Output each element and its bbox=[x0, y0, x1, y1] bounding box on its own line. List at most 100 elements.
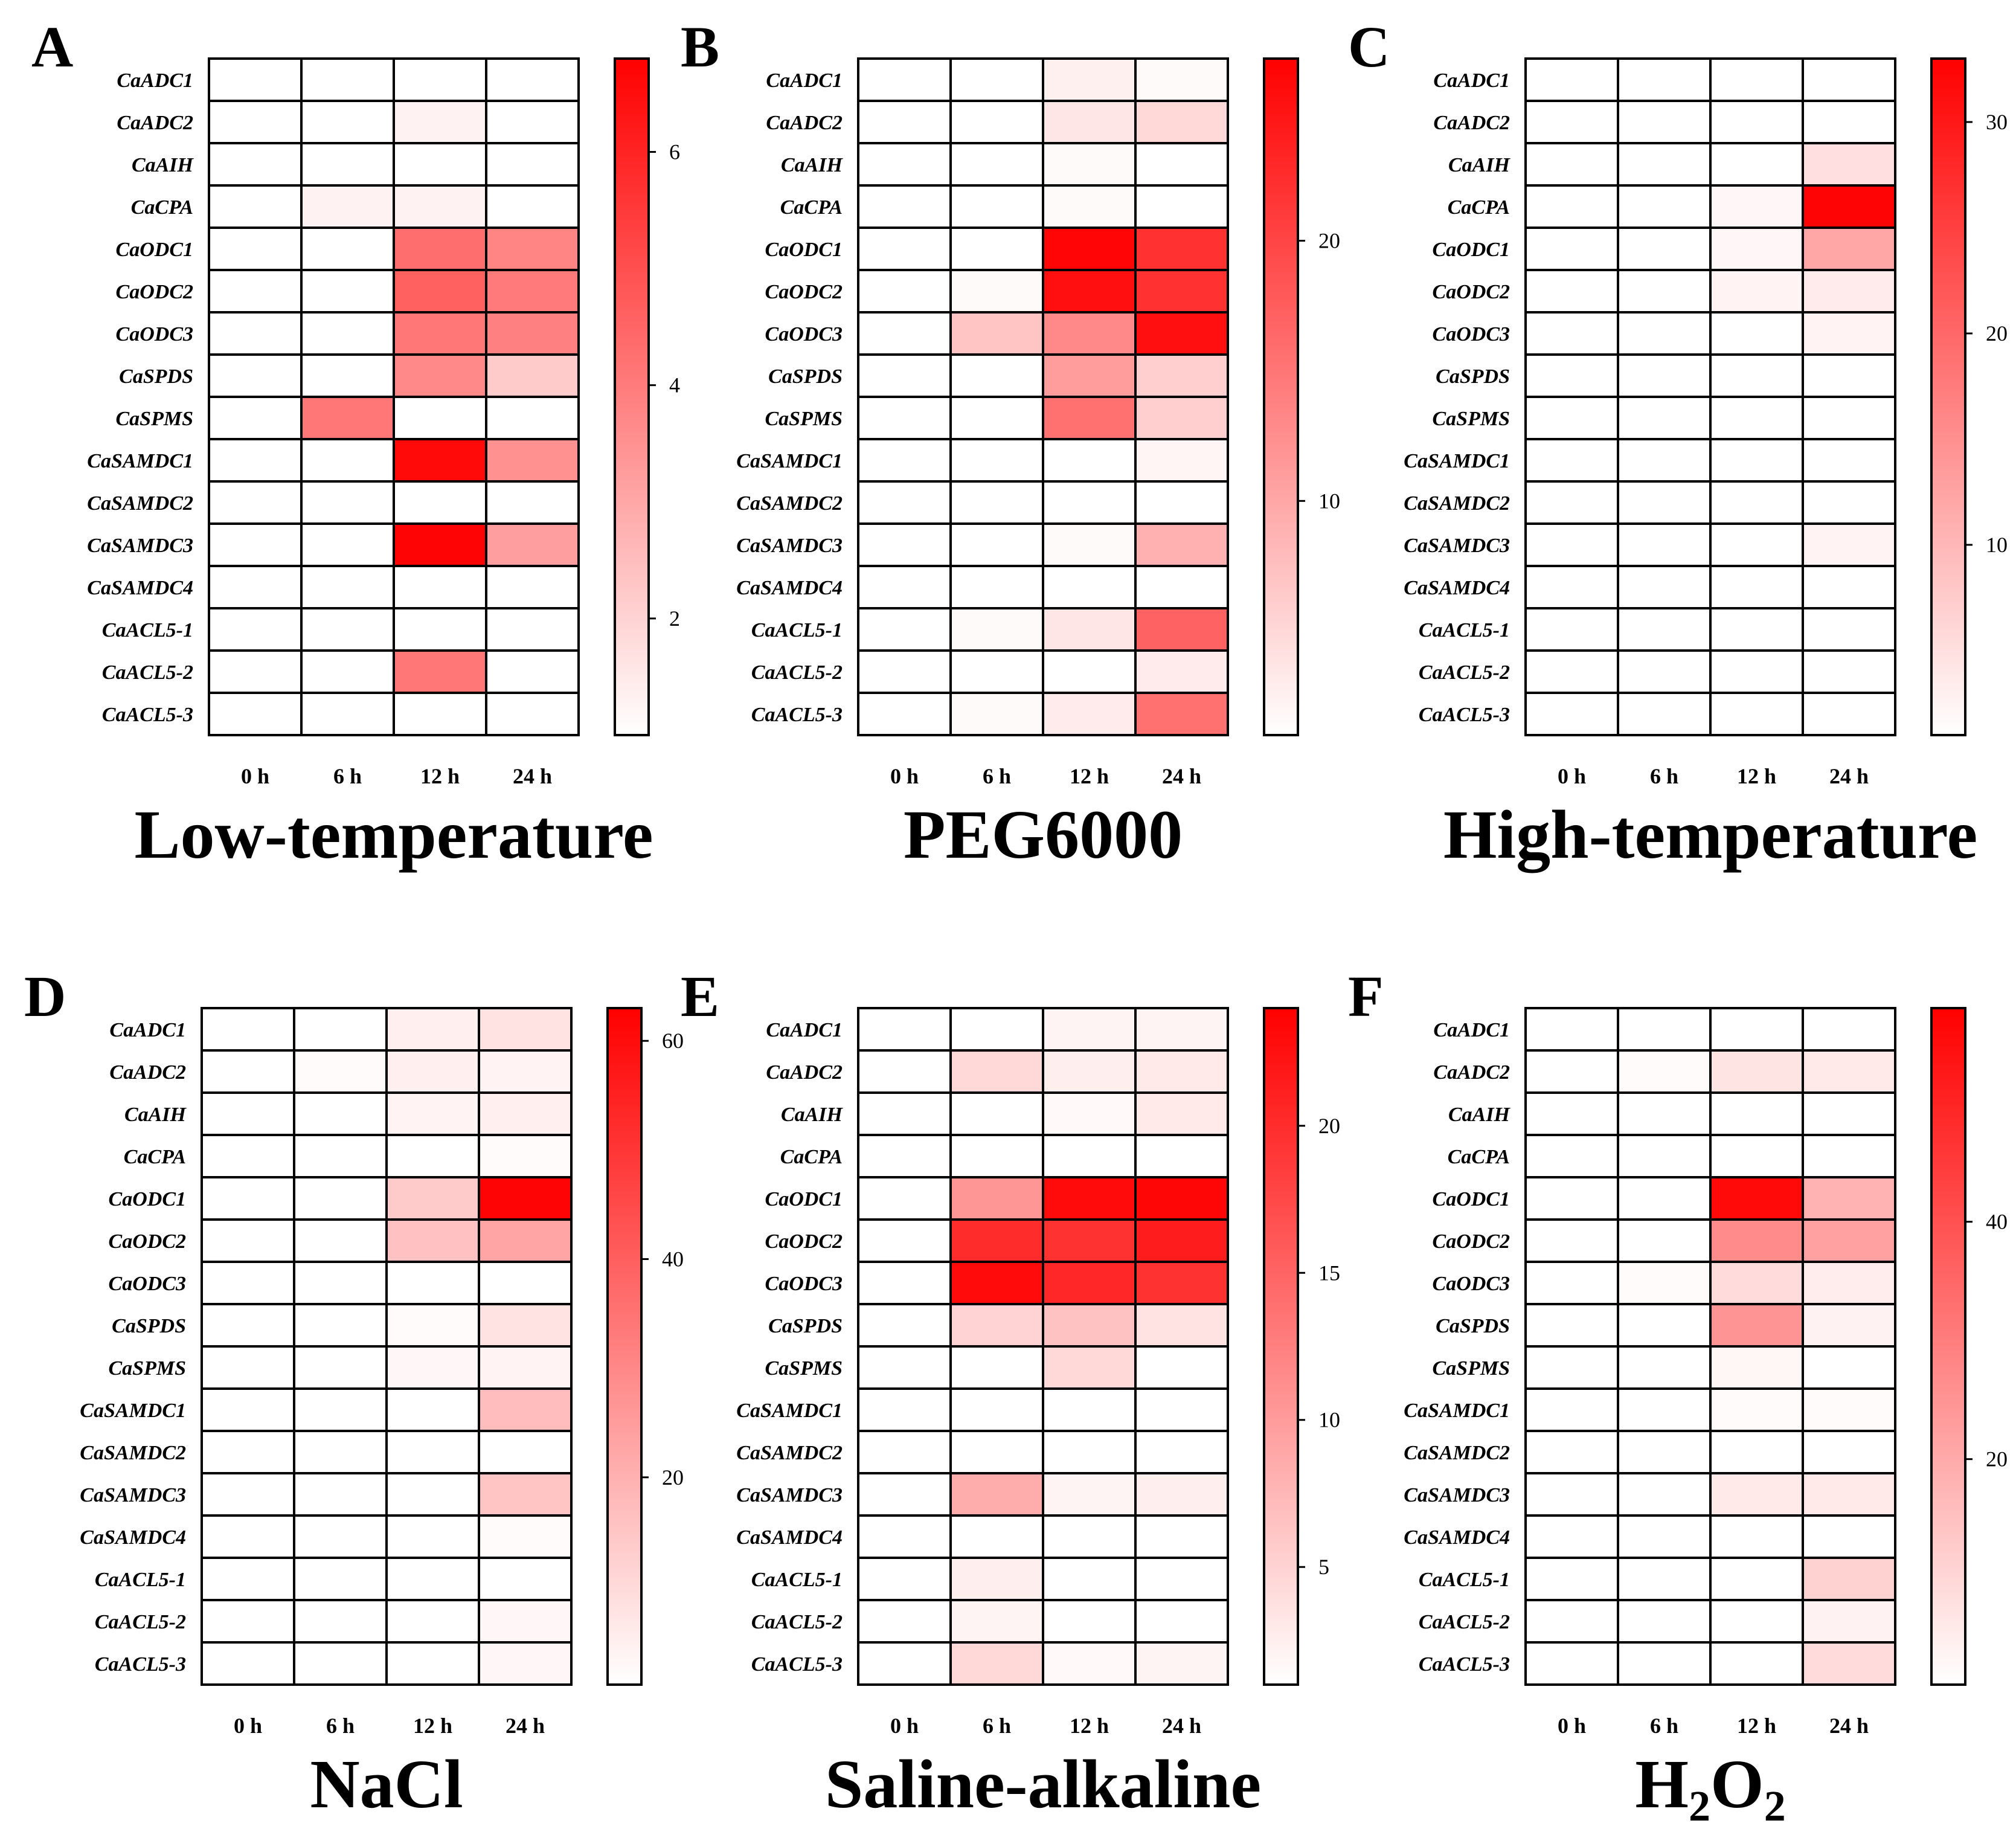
heatmap-cell bbox=[857, 607, 952, 652]
heatmap-cell bbox=[949, 1514, 1044, 1559]
gene-label: CaACL5-2 bbox=[751, 661, 843, 684]
heatmap-cell bbox=[1802, 227, 1896, 271]
gene-label: CaODC1 bbox=[765, 239, 843, 261]
heatmap-cell bbox=[300, 649, 395, 694]
heatmap-cell bbox=[949, 1134, 1044, 1178]
heatmap-cell bbox=[1524, 1091, 1619, 1136]
gene-label: CaSAMDC3 bbox=[736, 1484, 843, 1506]
heatmap-cell bbox=[857, 57, 952, 102]
heatmap-cell bbox=[1042, 184, 1137, 229]
heatmap-cell bbox=[1134, 438, 1229, 483]
heatmap-cell bbox=[1042, 1218, 1137, 1263]
heatmap-cell bbox=[949, 1007, 1044, 1052]
heatmap-cell bbox=[478, 1049, 573, 1094]
gene-label: CaODC2 bbox=[116, 281, 193, 303]
gene-label: CaCPA bbox=[131, 196, 193, 219]
heatmap-cell bbox=[393, 438, 487, 483]
heatmap-cell bbox=[1524, 1218, 1619, 1263]
heatmap-cell bbox=[1802, 480, 1896, 525]
heatmap-cell bbox=[1617, 438, 1712, 483]
heatmap-cell bbox=[1042, 438, 1137, 483]
scale-tick-label: 10 bbox=[1318, 1408, 1340, 1432]
heatmap-cell bbox=[478, 1303, 573, 1348]
heatmap-cell bbox=[857, 1514, 952, 1559]
heatmap-cell bbox=[1802, 565, 1896, 609]
heatmap-cell bbox=[1709, 607, 1804, 652]
heatmap-cell bbox=[208, 57, 303, 102]
heatmap-cell bbox=[1802, 607, 1896, 652]
heatmap-cell bbox=[1134, 227, 1229, 271]
gene-label: CaAIH bbox=[124, 1104, 187, 1126]
panel-b: B CaADC1 CaADC2 CaAIH CaCPA CaODC1 CaODC2 CaODC… bbox=[681, 14, 1340, 873]
heatmap-cell bbox=[208, 311, 303, 356]
heatmap-cell bbox=[1134, 1641, 1229, 1686]
heatmap-cell bbox=[1042, 57, 1137, 102]
heatmap-cell bbox=[1802, 1641, 1896, 1686]
heatmap-cell bbox=[1134, 311, 1229, 356]
heatmap-cell bbox=[949, 522, 1044, 567]
gene-label: CaODC3 bbox=[765, 323, 843, 346]
heatmap-cell bbox=[1524, 692, 1619, 736]
heatmap-cell bbox=[293, 1091, 388, 1136]
time-label: 6 h bbox=[326, 1714, 355, 1738]
heatmap-cell bbox=[201, 1091, 295, 1136]
heatmap-cell bbox=[201, 1641, 295, 1686]
heatmap-cell bbox=[385, 1472, 480, 1517]
heatmap-cell bbox=[385, 1345, 480, 1390]
heatmap-cell bbox=[1617, 1387, 1712, 1432]
heatmap-cell bbox=[1042, 1557, 1137, 1601]
heatmap-cell bbox=[949, 311, 1044, 356]
time-label: 0 h bbox=[234, 1714, 262, 1738]
time-label: 12 h bbox=[413, 1714, 452, 1738]
heatmap-cell bbox=[1042, 1514, 1137, 1559]
heatmap-cell bbox=[1617, 607, 1712, 652]
heatmap-cell bbox=[857, 1218, 952, 1263]
heatmap-cell bbox=[949, 1261, 1044, 1305]
gene-label: CaADC1 bbox=[109, 1019, 186, 1041]
panel-letter: B bbox=[681, 14, 719, 79]
heatmap-cell bbox=[1617, 1430, 1712, 1474]
heatmap-cell bbox=[949, 227, 1044, 271]
heatmap-cell bbox=[300, 184, 395, 229]
heatmap-cell bbox=[385, 1430, 480, 1474]
gene-label: CaSAMDC2 bbox=[1404, 1442, 1510, 1464]
heatmap-cell bbox=[1617, 1261, 1712, 1305]
heatmap-cell bbox=[1709, 311, 1804, 356]
heatmap-cell bbox=[1042, 1176, 1137, 1221]
heatmap-cell bbox=[208, 396, 303, 440]
heatmap-cell bbox=[1134, 607, 1229, 652]
gene-label: CaSAMDC4 bbox=[736, 1526, 843, 1549]
panel-letter: E bbox=[681, 964, 719, 1029]
time-label: 0 h bbox=[1558, 764, 1586, 788]
heatmap-cell bbox=[385, 1599, 480, 1644]
time-label: 6 h bbox=[983, 1714, 1011, 1738]
gene-label: CaSAMDC2 bbox=[80, 1442, 186, 1464]
heatmap-cell bbox=[857, 353, 952, 398]
heatmap-cell bbox=[1524, 311, 1619, 356]
heatmap-cell bbox=[1709, 142, 1804, 187]
heatmap-cell bbox=[1802, 311, 1896, 356]
gene-label: CaSAMDC2 bbox=[1404, 492, 1510, 515]
heatmap-cell bbox=[478, 1472, 573, 1517]
heatmap-cell bbox=[1709, 438, 1804, 483]
heatmap-cell bbox=[857, 269, 952, 313]
heatmap-cell bbox=[1134, 1049, 1229, 1094]
heatmap-cell bbox=[1042, 269, 1137, 313]
heatmap-cell bbox=[393, 649, 487, 694]
panel-letter: F bbox=[1348, 964, 1384, 1029]
heatmap-cell bbox=[949, 269, 1044, 313]
gene-label: CaACL5-3 bbox=[751, 704, 843, 726]
heatmap-cell bbox=[1134, 1514, 1229, 1559]
heatmap-cell bbox=[1709, 1599, 1804, 1644]
gene-label: CaACL5-3 bbox=[95, 1653, 186, 1676]
heatmap-cell bbox=[949, 1345, 1044, 1390]
gene-label: CaSAMDC2 bbox=[736, 1442, 843, 1464]
heatmap-cell bbox=[393, 353, 487, 398]
heatmap-cell bbox=[208, 438, 303, 483]
gene-label: CaODC1 bbox=[1433, 1188, 1510, 1210]
gene-label: CaADC2 bbox=[109, 1061, 186, 1084]
heatmap-cell bbox=[208, 649, 303, 694]
time-label: 12 h bbox=[1070, 764, 1109, 788]
gene-label: CaCPA bbox=[124, 1146, 186, 1168]
heatmap-cell bbox=[1709, 184, 1804, 229]
